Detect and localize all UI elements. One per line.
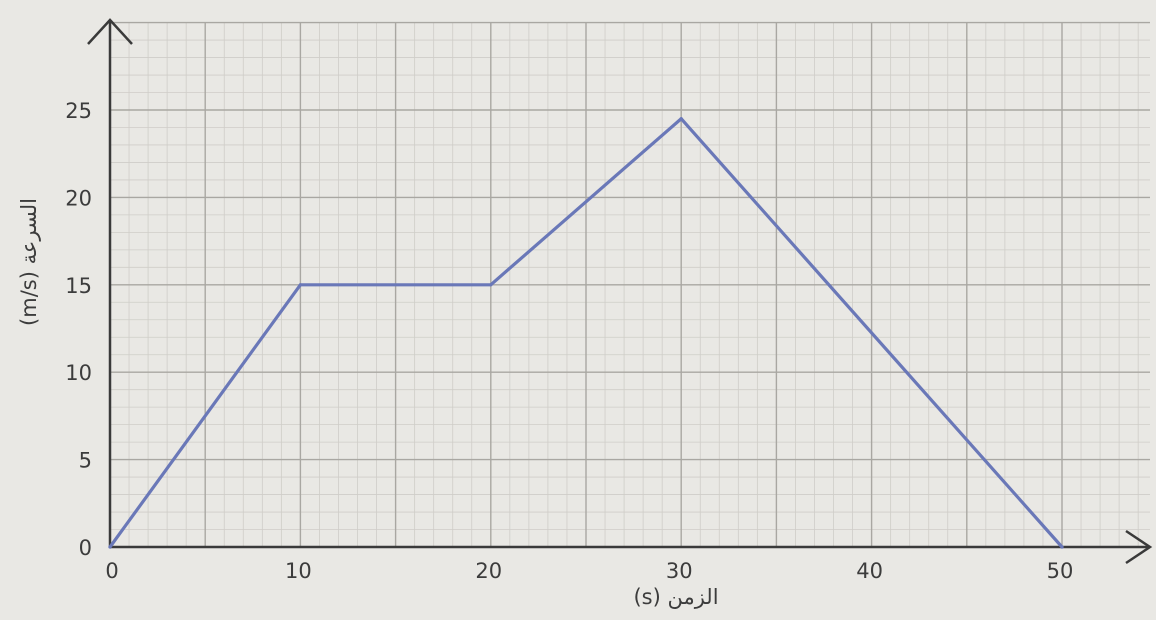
- y-tick-label: 10: [65, 361, 92, 385]
- series-layer: [108, 117, 1064, 549]
- x-tick-label: 10: [285, 559, 312, 583]
- x-tick-label: 40: [856, 559, 883, 583]
- y-tick-label: 15: [65, 274, 92, 298]
- y-tick-label: 0: [79, 536, 92, 560]
- x-tick-label: 20: [475, 559, 502, 583]
- x-tick-label: 50: [1047, 559, 1074, 583]
- x-axis-arrow: [1125, 529, 1153, 565]
- y-axis-arrow: [87, 18, 133, 45]
- x-axis-label: الزمن (s): [633, 585, 718, 609]
- data-point: [108, 545, 112, 549]
- data-point: [489, 283, 493, 287]
- axes: [87, 18, 1153, 565]
- y-tick-label: 20: [65, 186, 92, 210]
- x-tick-label: 30: [666, 559, 693, 583]
- y-tick-label: 25: [65, 99, 92, 123]
- x-tick-label: 0: [105, 559, 118, 583]
- data-point: [1060, 545, 1064, 549]
- tick-labels: 0 10 20 30 40 50 0 5 10 15 20 25: [65, 99, 1073, 583]
- y-axis-label: السرعة (m/s): [17, 198, 41, 326]
- data-point: [298, 283, 302, 287]
- y-tick-label: 5: [79, 449, 92, 473]
- data-point: [679, 117, 683, 121]
